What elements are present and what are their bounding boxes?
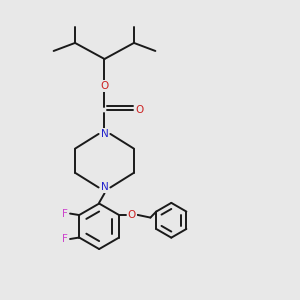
Text: F: F — [62, 234, 68, 244]
Text: N: N — [100, 182, 108, 193]
Text: O: O — [135, 105, 143, 115]
Text: F: F — [62, 208, 68, 219]
Text: O: O — [128, 210, 136, 220]
Text: N: N — [100, 129, 108, 139]
Text: O: O — [100, 81, 109, 91]
